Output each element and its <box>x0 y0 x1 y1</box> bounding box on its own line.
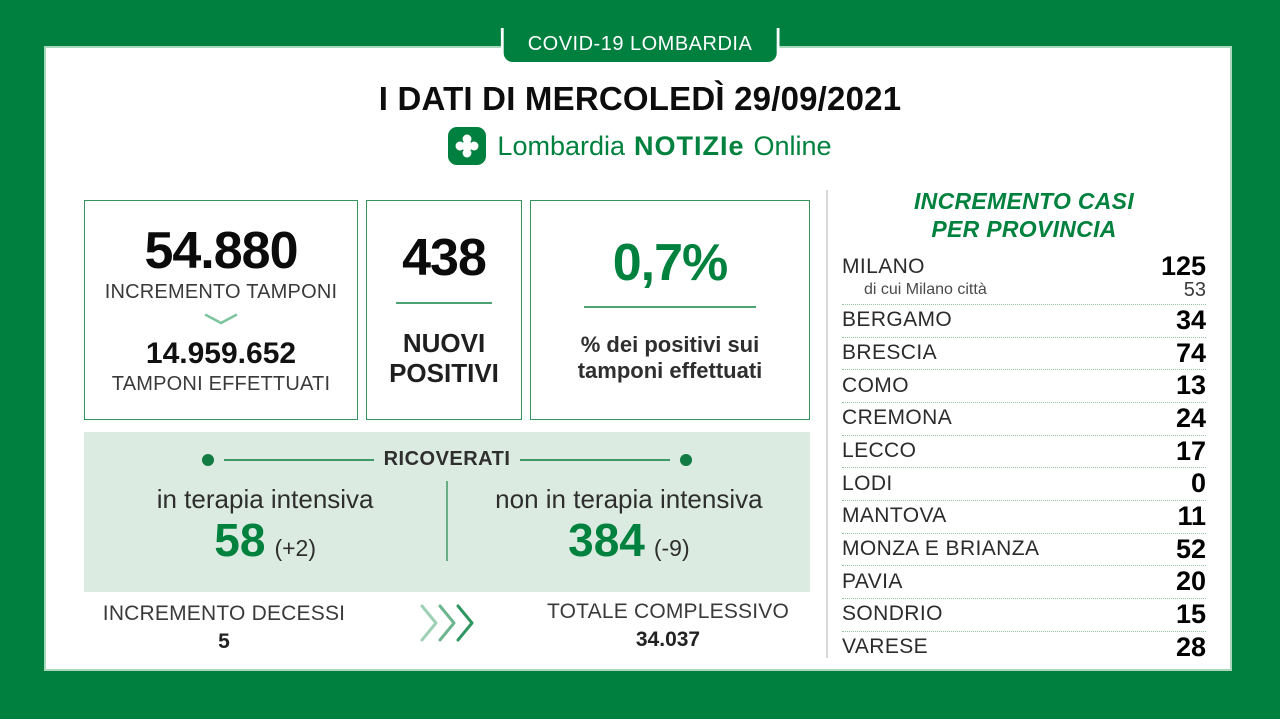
nuovi-positivi-value: 438 <box>402 229 487 288</box>
province-name: PAVIA <box>842 569 903 593</box>
lombardia-notizie-logo: Lombardia NOTIZIe Online <box>0 127 1280 165</box>
milano-citta-label: di cui Milano città <box>864 281 987 299</box>
province-name: VARESE <box>842 635 929 659</box>
logo-text: Lombardia NOTIZIe Online <box>497 131 831 162</box>
province-name: COMO <box>842 373 909 397</box>
lombardia-rosa-camuna-icon <box>448 127 487 165</box>
terapia-intensiva-label: in terapia intensiva <box>156 483 374 514</box>
province-name: LECCO <box>842 438 917 462</box>
line-right <box>520 458 671 461</box>
dot-left-icon <box>201 453 214 466</box>
province-name: MONZA E BRIANZA <box>842 537 1040 561</box>
province-panel-title-line2: PER PROVINCIA <box>931 215 1117 242</box>
province-value: 15 <box>1175 599 1206 630</box>
province-name: BRESCIA <box>842 340 937 364</box>
province-name: SONDRIO <box>842 602 943 626</box>
province-panel: INCREMENTO CASI PER PROVINCIA MILANO 125… <box>842 188 1206 663</box>
panel-separator-line <box>826 190 828 658</box>
province-row-milano: MILANO 125 di cui Milano città 53 <box>842 251 1206 305</box>
province-row-lodi: LODI 0 <box>842 468 1206 501</box>
province-name: CREMONA <box>842 406 953 430</box>
province-row-sondrio: SONDRIO 15 <box>842 599 1206 632</box>
province-row-brescia: BRESCIA 74 <box>842 338 1206 371</box>
province-name: MANTOVA <box>842 504 947 528</box>
dot-right-icon <box>680 453 693 466</box>
green-divider <box>583 306 757 309</box>
tamponi-effettuati-label: TAMPONI EFFETTUATI <box>111 372 331 395</box>
province-value: 11 <box>1177 501 1206 531</box>
province-name: MILANO <box>842 254 925 278</box>
province-row-mantova: MANTOVA 11 <box>842 501 1206 534</box>
province-value: 0 <box>1190 468 1206 499</box>
province-row-cremona: CREMONA 24 <box>842 403 1206 436</box>
totale-complessivo-cell: TOTALE COMPLESSIVO 34.037 <box>523 600 813 652</box>
logo-brand: NOTIZIe <box>634 130 745 161</box>
positivity-label-line1: % dei positivi sui <box>580 332 760 358</box>
triple-chevron-right-icon <box>418 600 480 651</box>
positivity-label: % dei positivi sui tamponi effettuati <box>578 332 763 384</box>
positivity-value: 0,7% <box>612 233 729 292</box>
terapia-intensiva-column: in terapia intensiva 58 (+2) <box>84 471 446 575</box>
province-value: 52 <box>1175 533 1206 564</box>
line-left <box>223 458 374 461</box>
logo-region: Lombardia <box>497 130 625 161</box>
incremento-tamponi-label: INCREMENTO TAMPONI <box>104 280 338 303</box>
ricoverati-title: RICOVERATI <box>383 448 511 470</box>
province-value: 20 <box>1175 566 1206 597</box>
province-value: 24 <box>1175 402 1206 433</box>
province-value: 17 <box>1175 435 1206 466</box>
tamponi-effettuati-value: 14.959.652 <box>145 336 297 370</box>
totale-complessivo-value: 34.037 <box>635 628 701 651</box>
province-panel-title: INCREMENTO CASI PER PROVINCIA <box>842 188 1206 243</box>
terapia-intensiva-value: 58 <box>214 513 266 566</box>
ricoverati-band: RICOVERATI in terapia intensiva 58 (+2) … <box>84 432 810 592</box>
province-value: 28 <box>1175 631 1206 662</box>
logo-suffix: Online <box>753 130 832 161</box>
province-row-lecco: LECCO 17 <box>842 436 1206 469</box>
terapia-intensiva-delta: (+2) <box>274 534 316 561</box>
chevron-down-icon <box>203 312 239 331</box>
nuovi-positivi-stat-box: 438 NUOVI POSITIVI <box>366 200 522 420</box>
province-row-como: COMO 13 <box>842 370 1206 403</box>
green-divider <box>396 301 492 304</box>
province-row-monza-e-brianza: MONZA E BRIANZA 52 <box>842 534 1206 567</box>
positivity-label-line2: tamponi effettuati <box>577 358 763 384</box>
covid-lombardia-badge: COVID-19 LOMBARDIA <box>500 28 780 65</box>
province-value: 74 <box>1175 337 1206 368</box>
column-separator <box>446 481 448 561</box>
non-terapia-intensiva-delta: (-9) <box>653 534 690 561</box>
ricoverati-header: RICOVERATI <box>84 432 810 471</box>
incremento-tamponi-value: 54.880 <box>144 222 298 281</box>
province-row-varese: VARESE 28 <box>842 632 1206 664</box>
tamponi-stat-box: 54.880 INCREMENTO TAMPONI 14.959.652 TAM… <box>84 200 358 420</box>
positivity-stat-box: 0,7% % dei positivi sui tamponi effettua… <box>530 200 810 420</box>
province-value: 125 <box>1160 251 1206 282</box>
nuovi-positivi-label: NUOVI POSITIVI <box>389 327 499 389</box>
incremento-decessi-label: INCREMENTO DECESSI <box>102 602 346 625</box>
page-title: I DATI DI MERCOLEDÌ 29/09/2021 <box>378 80 902 117</box>
non-terapia-intensiva-column: non in terapia intensiva 384 (-9) <box>448 471 810 575</box>
province-value: 34 <box>1175 304 1206 335</box>
province-row-bergamo: BERGAMO 34 <box>842 305 1206 338</box>
incremento-decessi-cell: INCREMENTO DECESSI 5 <box>84 602 364 654</box>
non-terapia-intensiva-value: 384 <box>568 513 645 566</box>
province-row-pavia: PAVIA 20 <box>842 566 1206 600</box>
province-name: LODI <box>842 471 893 495</box>
milano-citta-value: 53 <box>1183 278 1206 301</box>
milano-citta-subrow: di cui Milano città 53 <box>842 279 1206 304</box>
non-terapia-intensiva-label: non in terapia intensiva <box>495 483 763 514</box>
province-name: BERGAMO <box>842 308 953 332</box>
province-value: 13 <box>1175 370 1206 401</box>
province-panel-title-line1: INCREMENTO CASI <box>913 188 1135 214</box>
totale-complessivo-label: TOTALE COMPLESSIVO <box>546 600 790 623</box>
incremento-decessi-value: 5 <box>218 630 230 653</box>
